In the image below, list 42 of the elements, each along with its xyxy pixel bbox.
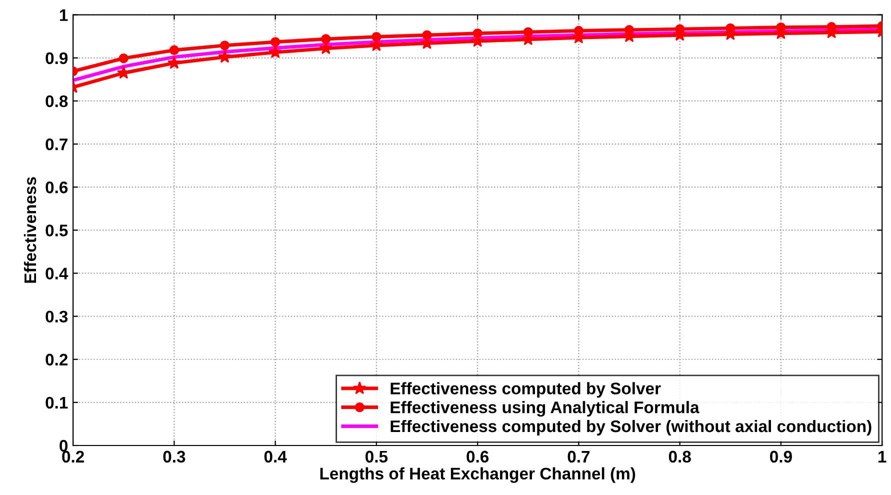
x-tick-label: 0.8 <box>668 450 691 463</box>
point <box>116 66 130 79</box>
y-tick-label: 0.2 <box>46 354 68 366</box>
point <box>268 45 282 58</box>
point <box>169 45 180 56</box>
y-axis-title: Effectiveness <box>24 177 36 283</box>
y-tick-label: 0.4 <box>46 268 68 280</box>
point <box>220 40 230 50</box>
x-tick-label: 0.5 <box>366 450 388 463</box>
y-tick-label: 0.9 <box>46 52 68 64</box>
x-tick-label: 0.9 <box>770 450 792 463</box>
y-tick-label: 1 <box>60 9 68 21</box>
point <box>218 50 232 63</box>
x-tick-label: 1 <box>878 450 886 462</box>
point <box>270 37 280 47</box>
x-tick-label: 0.6 <box>466 450 489 463</box>
point <box>574 26 584 36</box>
legend-label: Effectiveness computed by Solver (without axial conduction) <box>390 420 872 436</box>
point <box>624 25 634 35</box>
point <box>321 34 331 44</box>
legend-label: Effectiveness computed by Solver <box>390 382 661 398</box>
point <box>372 32 382 42</box>
point <box>726 23 736 34</box>
point <box>118 53 128 64</box>
point <box>523 27 533 37</box>
y-tick-label: 0.3 <box>46 310 68 323</box>
x-tick-label: 0.4 <box>264 450 287 463</box>
y-tick-label: 0.6 <box>46 182 68 194</box>
point <box>472 28 482 38</box>
point <box>422 30 432 40</box>
legend-label: Effectiveness using Analytical Formula <box>390 401 700 417</box>
x-axis-title: Lengths of Heat Exchanger Channel (m) <box>320 467 636 483</box>
y-tick-label: 0.5 <box>46 224 68 236</box>
point <box>168 56 181 69</box>
y-tick-label: 0.1 <box>46 396 68 409</box>
x-tick-label: 0.3 <box>163 450 186 463</box>
y-tick-label: 0.8 <box>46 95 68 108</box>
point <box>776 22 786 32</box>
point <box>674 24 685 34</box>
y-tick-label: 0.7 <box>46 138 68 150</box>
x-tick-label: 0.7 <box>568 450 590 463</box>
y-tick-label: 0 <box>60 440 68 452</box>
